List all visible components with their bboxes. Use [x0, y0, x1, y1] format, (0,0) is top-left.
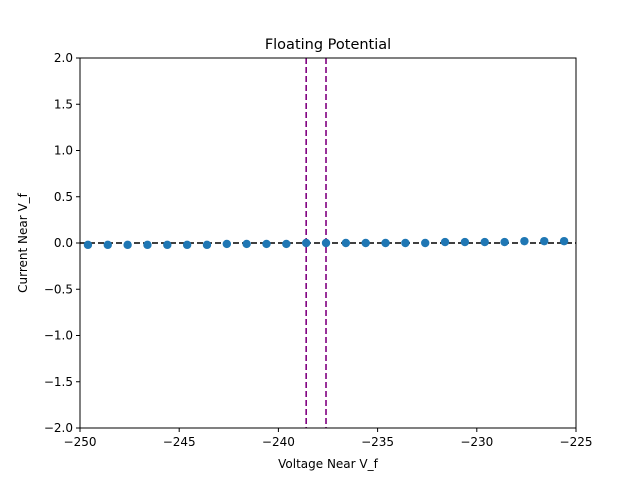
data-point: [440, 237, 450, 247]
x-tick-label: −250: [64, 435, 97, 449]
x-tick-label: −240: [262, 435, 295, 449]
y-tick-label: −0.5: [44, 282, 73, 296]
y-tick-label: 1.0: [54, 144, 73, 158]
data-point: [401, 238, 410, 248]
x-axis-label: Voltage Near V_f: [278, 457, 378, 471]
y-tick-label: −1.5: [44, 375, 73, 389]
data-point: [540, 236, 549, 246]
data-point: [103, 240, 112, 250]
data-point: [559, 236, 569, 246]
data-point: [123, 240, 132, 250]
x-tick-label: −235: [361, 435, 394, 449]
data-point: [143, 240, 152, 250]
data-point: [460, 237, 470, 247]
data-point: [222, 239, 232, 249]
data-point: [321, 238, 331, 248]
data-point: [361, 238, 370, 248]
data-point: [83, 240, 93, 250]
x-tick-label: −225: [560, 435, 593, 449]
data-point: [163, 240, 172, 250]
data-point: [202, 240, 212, 250]
data-point: [480, 237, 489, 247]
data-point: [282, 239, 291, 249]
y-tick-label: 0.5: [54, 190, 73, 204]
data-point: [262, 239, 271, 249]
data-point: [520, 236, 529, 246]
y-tick-label: 0.0: [54, 236, 73, 250]
x-tick-label: −230: [460, 435, 493, 449]
x-tick-label: −245: [163, 435, 196, 449]
data-point: [381, 238, 390, 248]
y-tick-label: −1.0: [44, 329, 73, 343]
data-point: [182, 240, 192, 250]
y-tick-label: −2.0: [44, 421, 73, 435]
y-tick-label: 1.5: [54, 97, 73, 111]
data-point: [341, 238, 351, 248]
data-point: [500, 237, 509, 247]
data-point: [301, 238, 311, 248]
y-tick-label: 2.0: [54, 51, 73, 65]
y-axis-label: Current Near V_f: [16, 192, 30, 293]
data-point: [242, 239, 251, 249]
data-point: [421, 238, 430, 248]
chart-title: Floating Potential: [265, 37, 391, 53]
